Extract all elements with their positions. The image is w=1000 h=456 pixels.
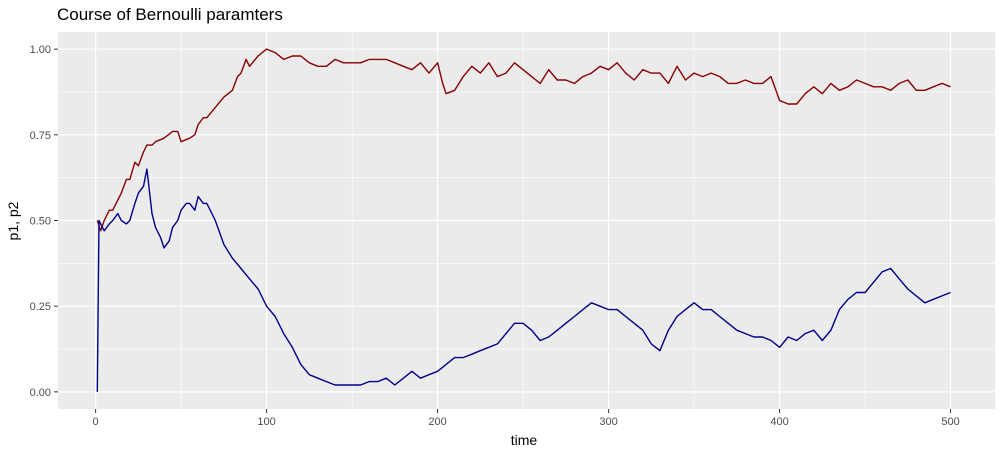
y-tick-label: 1.00 (30, 44, 51, 56)
x-tick-label: 500 (941, 416, 959, 428)
major-gridlines (58, 32, 995, 409)
x-axis: 0 100 200 300 400 500 (93, 409, 960, 428)
y-tick-label: 0.00 (30, 387, 51, 399)
series-lines (96, 48, 951, 392)
x-axis-title: time (511, 432, 538, 448)
y-axis-title: p1, p2 (5, 201, 21, 240)
y-axis: 0.00 0.25 0.50 0.75 1.00 (30, 44, 58, 399)
x-tick-label: 400 (770, 416, 788, 428)
y-tick-label: 0.75 (30, 130, 51, 142)
y-tick-label: 0.25 (30, 301, 51, 313)
x-tick-label: 100 (257, 416, 275, 428)
series-line-p2 (96, 168, 951, 392)
x-tick-label: 200 (428, 416, 446, 428)
series-line-p1 (96, 48, 951, 232)
x-tick-label: 0 (93, 416, 99, 428)
x-tick-label: 300 (599, 416, 617, 428)
chart-title: Course of Bernoulli paramters (57, 5, 283, 24)
y-tick-label: 0.50 (30, 216, 51, 228)
